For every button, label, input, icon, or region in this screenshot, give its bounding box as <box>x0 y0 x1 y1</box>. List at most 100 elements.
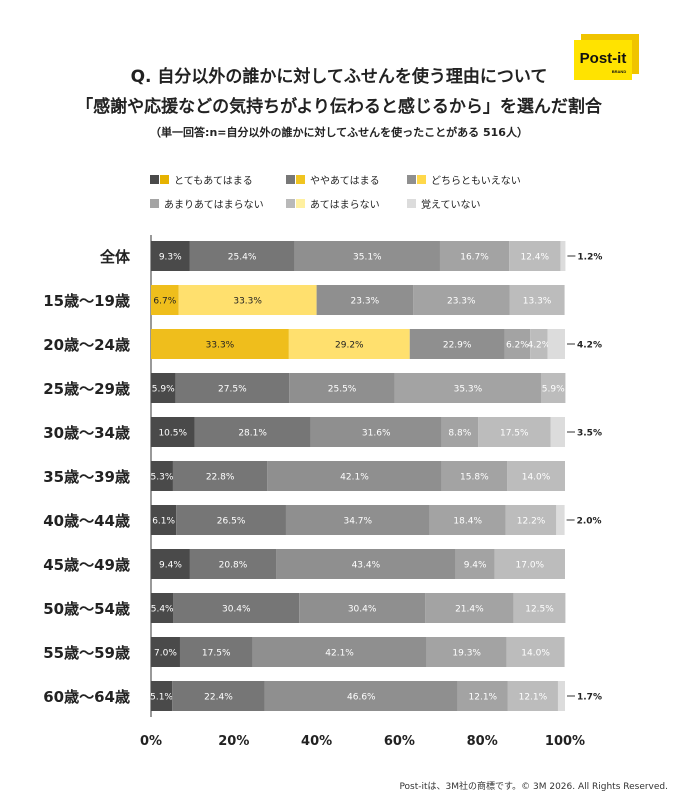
data-label: 12.4% <box>520 253 549 263</box>
bar-segment <box>504 329 531 359</box>
data-label: 23.3% <box>447 297 476 307</box>
data-label: 16.7% <box>460 253 489 263</box>
bar-segment <box>289 373 395 403</box>
data-label: 35.1% <box>353 253 382 263</box>
data-label: 5.1% <box>150 693 173 703</box>
bar-segment <box>175 373 290 403</box>
data-label: 6.1% <box>152 517 175 527</box>
bar-segment <box>299 593 426 623</box>
bar-segment <box>457 681 508 711</box>
data-label: 25.5% <box>328 385 357 395</box>
category-label: 40歳〜44歳 <box>43 512 130 530</box>
data-label: 14.0% <box>522 473 551 483</box>
bar-segment <box>294 241 440 271</box>
bar-segment <box>173 593 300 623</box>
data-label: 33.3% <box>206 341 235 351</box>
data-label: 46.6% <box>347 693 376 703</box>
chart-title-line2: 「感謝や応援などの気持ちがより伝わると感じるから」を選んだ割合 <box>76 97 602 117</box>
logo-sub: BRAND <box>612 69 627 74</box>
chart-subtitle: （単一回答:n=自分以外の誰かに対してふせんを使ったことがある 516人） <box>150 126 528 139</box>
data-label: 34.7% <box>343 517 372 527</box>
data-label: 20.8% <box>219 561 248 571</box>
bar-segment <box>194 417 311 447</box>
data-label: 5.3% <box>151 473 174 483</box>
bar-segment <box>252 637 427 667</box>
legend-item: とてもあてはまる <box>150 172 253 187</box>
data-label: 12.5% <box>525 605 554 615</box>
bar-segment <box>557 681 565 711</box>
legend-item: あてはまらない <box>286 196 380 211</box>
bar-segment <box>439 241 510 271</box>
category-label: 35歳〜39歳 <box>43 468 130 486</box>
category-label: 15歳〜19歳 <box>43 292 130 310</box>
bar-segment <box>507 461 565 491</box>
data-label: 14.0% <box>521 649 550 659</box>
data-label: 5.4% <box>151 605 174 615</box>
data-label: 10.5% <box>158 429 187 439</box>
bar-segment <box>547 329 565 359</box>
data-label-outside: 2.0% <box>577 517 602 527</box>
category-label: 20歳〜24歳 <box>43 336 130 354</box>
legend-swatch <box>407 175 416 184</box>
bar-segment <box>413 285 510 315</box>
legend-swatch <box>407 199 416 208</box>
data-label: 33.3% <box>233 297 262 307</box>
bar-segment <box>267 461 442 491</box>
data-label: 12.1% <box>519 693 548 703</box>
data-label: 6.2% <box>506 341 529 351</box>
category-label: 55歳〜59歳 <box>43 644 130 662</box>
bar-segment <box>151 373 176 403</box>
data-label: 17.5% <box>202 649 231 659</box>
bar-segment <box>507 681 558 711</box>
copyright-footer: Post-itは、3M社の商標です。© 3M 2026. All Rights … <box>399 782 668 792</box>
bar-segment <box>151 285 179 315</box>
data-label: 13.3% <box>523 297 552 307</box>
category-label: 60歳〜64歳 <box>43 688 130 706</box>
bar-segment <box>556 505 565 535</box>
x-tick-label: 100% <box>545 734 585 749</box>
legend-swatch <box>150 199 159 208</box>
bar-segment <box>151 417 195 447</box>
bar-segment <box>151 241 190 271</box>
data-label: 5.9% <box>152 385 175 395</box>
bar-segment <box>151 593 174 623</box>
data-label: 35.3% <box>454 385 483 395</box>
bar-segment <box>513 593 566 623</box>
bar-segment <box>276 549 456 579</box>
data-label: 26.5% <box>217 517 246 527</box>
chart-title: Q. 自分以外の誰かに対してふせんを使う理由について <box>130 67 548 87</box>
data-label: 9.4% <box>159 561 182 571</box>
legend-swatch <box>296 175 305 184</box>
data-label: 30.4% <box>222 605 251 615</box>
data-label: 12.2% <box>517 517 546 527</box>
data-label: 27.5% <box>218 385 247 395</box>
bar-segment <box>394 373 541 403</box>
bar-segment <box>455 549 495 579</box>
data-label: 25.4% <box>228 253 257 263</box>
data-label: 29.2% <box>335 341 364 351</box>
bar-segment <box>151 329 289 359</box>
legend-item: どちらともいえない <box>407 172 521 187</box>
legend-label: ややあてはまる <box>310 176 380 187</box>
data-label: 15.8% <box>460 473 489 483</box>
data-label: 31.6% <box>362 429 391 439</box>
data-label: 4.2% <box>527 341 550 351</box>
data-label: 22.4% <box>204 693 233 703</box>
data-label: 42.1% <box>325 649 354 659</box>
legend-swatch <box>286 199 295 208</box>
legend-label: どちらともいえない <box>431 176 521 187</box>
category-label: 45歳〜49歳 <box>43 556 130 574</box>
data-label: 19.3% <box>452 649 481 659</box>
data-label: 21.4% <box>455 605 484 615</box>
bar-segment <box>151 461 173 491</box>
legend-swatch <box>296 199 305 208</box>
legend-label: 覚えていない <box>421 200 481 211</box>
logo-text: Post-it <box>580 50 627 67</box>
data-label: 9.3% <box>159 253 182 263</box>
data-label: 22.8% <box>206 473 235 483</box>
bar-segment <box>509 241 561 271</box>
data-label: 12.1% <box>469 693 498 703</box>
data-label: 30.4% <box>348 605 377 615</box>
category-label: 全体 <box>99 248 131 266</box>
